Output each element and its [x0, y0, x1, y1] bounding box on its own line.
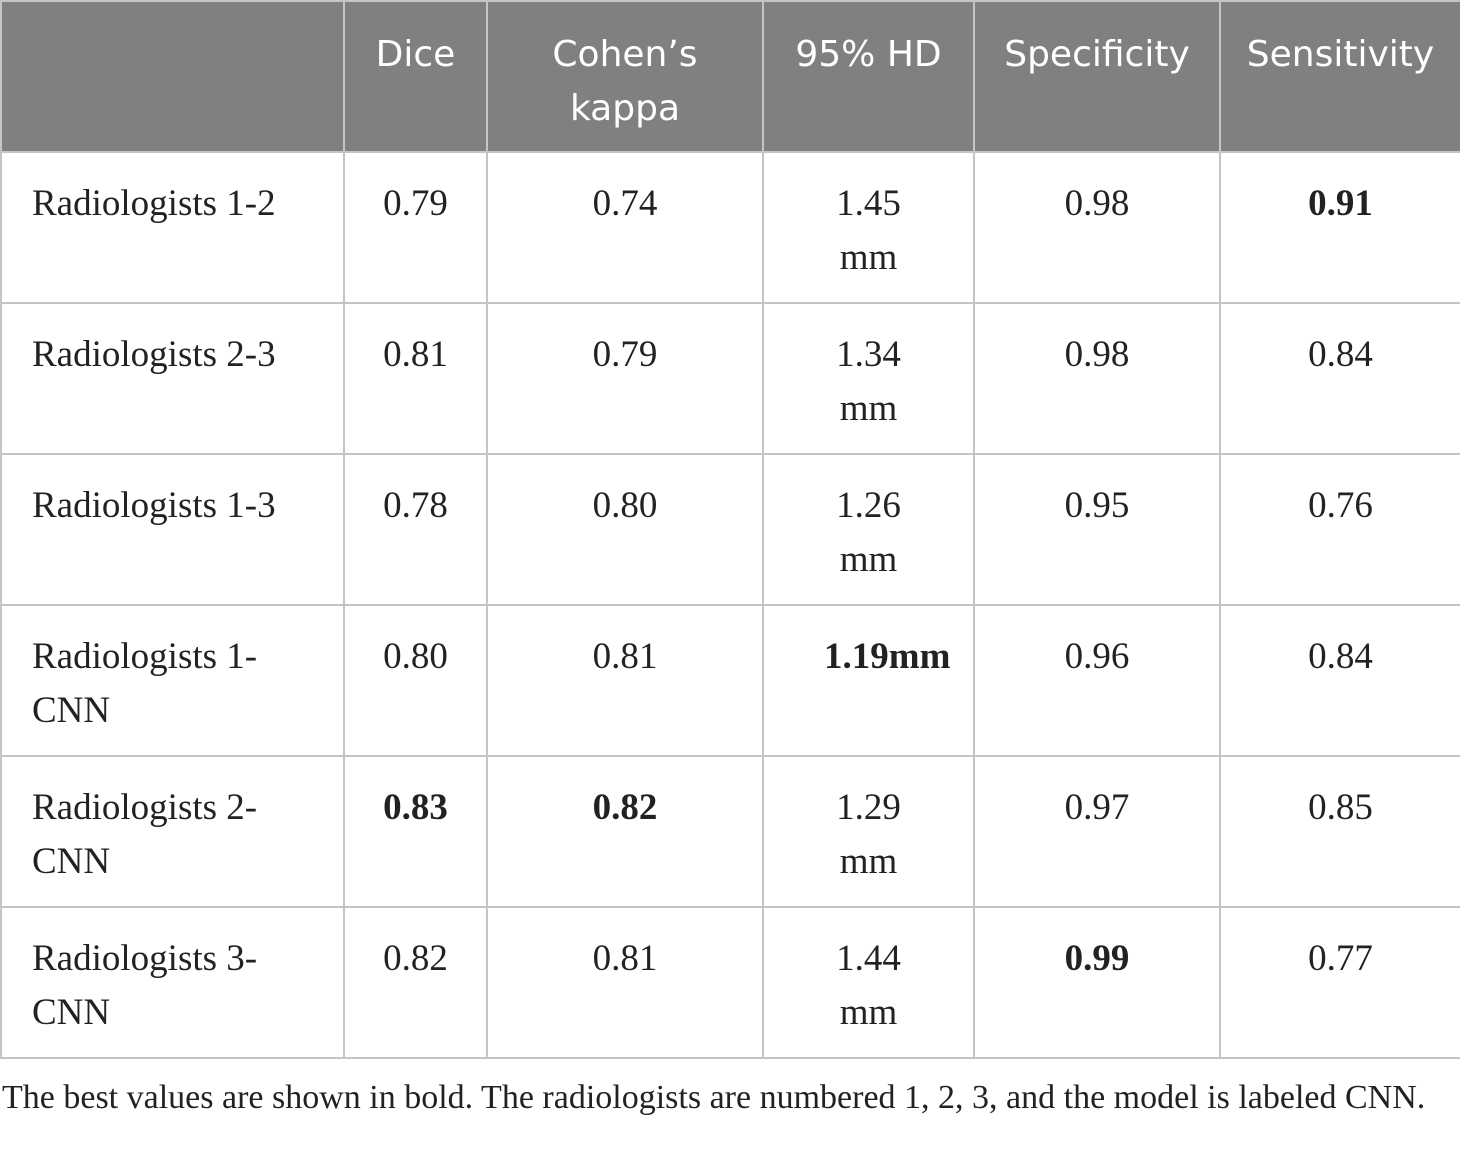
cell: 0.83 [343, 755, 488, 908]
cell: 0.84 [1219, 604, 1460, 757]
cell: 0.80 [343, 604, 488, 757]
cell: 0.79 [486, 302, 764, 455]
table-row: Radiologists 3-CNN 0.82 0.81 1.44 mm 0.99 0.7… [0, 906, 1460, 1059]
row-label: Radiologists 1-3 [0, 453, 345, 606]
cell: 1.45 mm [762, 151, 975, 304]
cell: 0.78 [343, 453, 488, 606]
cell: 0.81 [486, 604, 764, 757]
cell: 0.74 [486, 151, 764, 304]
results-table: Dice Cohen’s kappa 95% HD Specificity Se… [0, 0, 1460, 1059]
cell: 0.84 [1219, 302, 1460, 455]
table-row: Radiologists 2-CNN 0.83 0.82 1.29 mm 0.97 0.8… [0, 755, 1460, 908]
cell: 0.99 [973, 906, 1221, 1059]
cell: 1.29 mm [762, 755, 975, 908]
cell: 0.95 [973, 453, 1221, 606]
cell: 0.85 [1219, 755, 1460, 908]
cell: 0.76 [1219, 453, 1460, 606]
cell: 0.96 [973, 604, 1221, 757]
table-row: Radiologists 1-CNN 0.80 0.81 1.19mm 0.96 0.84 [0, 604, 1460, 757]
cell: 1.19mm [762, 604, 975, 757]
corner-cell [0, 0, 345, 153]
row-label: Radiologists 3-CNN [0, 906, 345, 1059]
cell: 0.80 [486, 453, 764, 606]
row-label: Radiologists 1-CNN [0, 604, 345, 757]
column-header: Dice [343, 0, 488, 153]
cell: 0.77 [1219, 906, 1460, 1059]
footnote: The best values are shown in bold. The r… [2, 1079, 1426, 1116]
cell: 0.79 [343, 151, 488, 304]
cell: 0.98 [973, 151, 1221, 304]
header-row: Dice Cohen’s kappa 95% HD Specificity Se… [0, 0, 1460, 153]
row-label: Radiologists 2-CNN [0, 755, 345, 908]
cell: 1.44 mm [762, 906, 975, 1059]
cell: 0.97 [973, 755, 1221, 908]
table-body: Radiologists 1-2 0.79 0.74 1.45 mm 0.98 0.91 R… [0, 151, 1460, 1059]
cell: 1.34 mm [762, 302, 975, 455]
table-row: Radiologists 2-3 0.81 0.79 1.34 mm 0.98 0.84 [0, 302, 1460, 455]
cell: 0.82 [486, 755, 764, 908]
column-header: 95% HD [762, 0, 975, 153]
row-label: Radiologists 1-2 [0, 151, 345, 304]
cell: 0.82 [343, 906, 488, 1059]
cell: 1.26 mm [762, 453, 975, 606]
cell: 0.98 [973, 302, 1221, 455]
cell: 0.91 [1219, 151, 1460, 304]
column-header: Specificity [973, 0, 1221, 153]
column-header: Cohen’s kappa [486, 0, 764, 153]
cell: 0.81 [486, 906, 764, 1059]
column-header: Sensitivity [1219, 0, 1460, 153]
table-row: Radiologists 1-3 0.78 0.80 1.26 mm 0.95 0.76 [0, 453, 1460, 606]
cell: 0.81 [343, 302, 488, 455]
table-row: Radiologists 1-2 0.79 0.74 1.45 mm 0.98 0.91 [0, 151, 1460, 304]
row-label: Radiologists 2-3 [0, 302, 345, 455]
